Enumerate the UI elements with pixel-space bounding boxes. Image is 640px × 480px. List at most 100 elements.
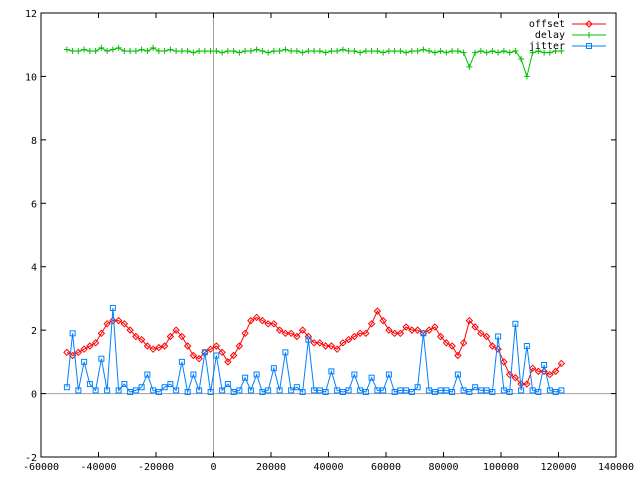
data-point-delay — [339, 46, 346, 53]
x-tick-label: 140000 — [598, 462, 634, 473]
data-point-jitter — [426, 387, 433, 394]
data-point-delay — [270, 48, 277, 55]
data-point-offset — [80, 345, 88, 353]
data-point-offset — [247, 316, 255, 325]
x-tick-label: 80000 — [428, 462, 458, 473]
data-point-jitter — [299, 388, 306, 395]
data-point-delay — [242, 48, 249, 55]
x-tick-label: -60000 — [23, 462, 59, 473]
data-point-offset — [149, 345, 157, 353]
data-point-offset — [218, 348, 226, 357]
data-point-jitter — [247, 387, 254, 394]
data-point-delay — [500, 48, 507, 55]
x-tick-label: -40000 — [80, 462, 116, 473]
data-point-delay — [518, 55, 525, 62]
data-point-jitter — [385, 371, 392, 378]
data-point-jitter — [311, 387, 318, 394]
data-point-offset — [482, 332, 491, 341]
data-point-offset — [431, 323, 439, 331]
data-point-delay — [351, 48, 358, 55]
data-point-delay — [299, 49, 306, 56]
data-point-offset — [172, 326, 180, 334]
data-point-offset — [195, 354, 203, 363]
data-point-offset — [155, 343, 163, 352]
x-tick-label: 20000 — [256, 462, 286, 473]
data-point-delay — [236, 49, 243, 56]
data-point-offset — [132, 332, 140, 341]
data-point-jitter — [213, 352, 220, 359]
data-point-delay — [190, 49, 197, 56]
data-point-delay — [81, 46, 88, 53]
data-point-delay — [265, 49, 272, 56]
data-point-jitter — [322, 388, 329, 395]
data-point-jitter — [196, 387, 203, 394]
data-point-jitter — [512, 320, 519, 327]
data-point-delay — [127, 48, 134, 55]
data-point-delay — [104, 48, 111, 55]
x-tick-label: 40000 — [313, 462, 343, 473]
data-point-offset — [402, 323, 410, 331]
data-point-delay — [92, 48, 99, 55]
data-point-jitter — [449, 388, 456, 395]
data-point-offset — [471, 323, 479, 331]
data-point-offset — [344, 335, 353, 344]
data-point-delay — [276, 48, 283, 55]
data-point-offset — [408, 326, 416, 334]
data-point-delay — [414, 48, 421, 55]
x-tick-label: -20000 — [138, 462, 174, 473]
data-point-offset — [235, 342, 244, 350]
x-tick-label: 100000 — [483, 462, 519, 473]
data-point-jitter — [201, 349, 208, 356]
data-point-delay — [512, 48, 519, 55]
data-point-jitter — [207, 388, 214, 395]
data-point-offset — [63, 348, 71, 357]
data-point-jitter — [506, 388, 513, 395]
data-point-offset — [109, 316, 117, 325]
series-delay — [63, 44, 565, 80]
data-point-delay — [345, 48, 352, 55]
data-point-offset — [189, 351, 198, 360]
data-point-offset — [551, 367, 560, 376]
series-line-jitter — [66, 307, 562, 394]
data-point-jitter — [127, 388, 134, 395]
data-point-offset — [523, 380, 531, 388]
data-point-delay — [253, 46, 260, 53]
data-point-jitter — [109, 304, 116, 311]
data-point-offset — [287, 329, 295, 338]
data-point-jitter — [558, 387, 565, 394]
data-point-delay — [391, 48, 398, 55]
data-point-offset — [546, 370, 554, 379]
data-point-jitter — [397, 387, 404, 394]
data-point-offset — [293, 332, 301, 341]
data-point-offset — [385, 326, 393, 334]
data-point-offset — [321, 342, 330, 350]
data-point-jitter — [92, 387, 99, 394]
x-tick-label: 60000 — [371, 462, 401, 473]
data-point-offset — [367, 320, 376, 328]
data-point-jitter — [334, 387, 341, 394]
data-point-offset — [557, 359, 566, 368]
data-point-jitter — [69, 330, 76, 337]
data-point-offset — [120, 320, 129, 328]
data-point-offset — [241, 329, 249, 338]
data-point-jitter — [253, 371, 260, 378]
data-point-offset — [97, 329, 106, 338]
data-point-delay — [403, 49, 410, 56]
data-point-jitter — [391, 388, 398, 395]
data-point-jitter — [144, 371, 151, 378]
data-point-offset — [212, 342, 221, 350]
data-point-jitter — [167, 381, 174, 388]
data-point-jitter — [518, 387, 525, 394]
data-point-delay — [173, 48, 180, 55]
data-point-jitter — [150, 387, 157, 394]
data-point-jitter — [75, 387, 82, 394]
data-point-delay — [443, 49, 450, 56]
data-point-offset — [91, 339, 100, 347]
data-point-jitter — [242, 374, 249, 381]
data-point-jitter — [460, 387, 467, 394]
data-point-jitter — [178, 358, 185, 365]
data-point-delay — [546, 49, 553, 56]
data-point-jitter — [276, 387, 283, 394]
data-point-jitter — [236, 387, 243, 394]
